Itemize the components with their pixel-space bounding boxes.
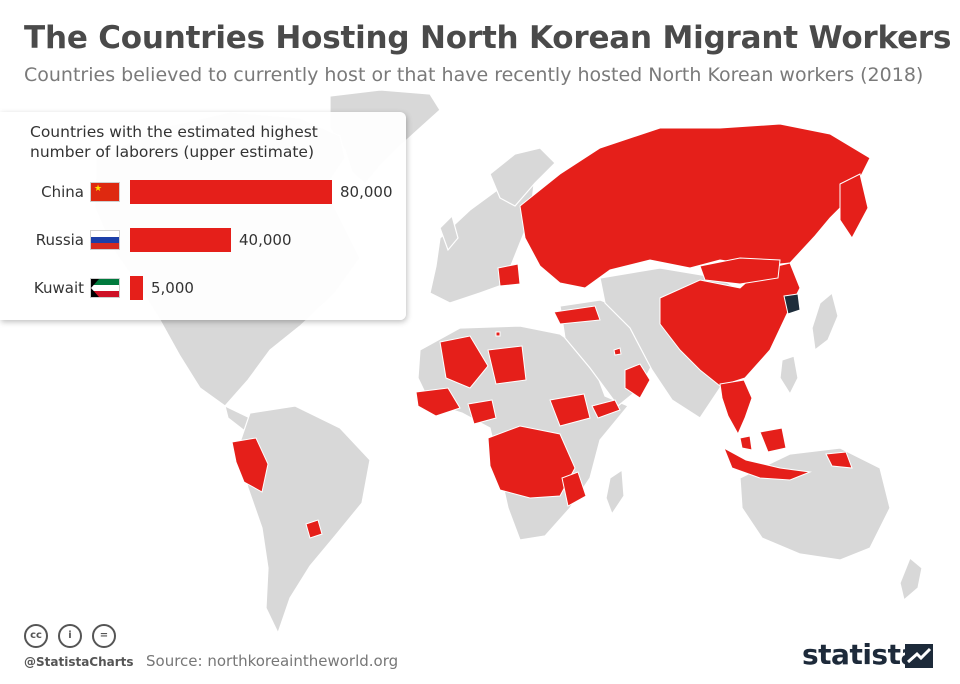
map-country-malaysia — [739, 435, 753, 451]
china-flag-icon: ★ — [90, 182, 120, 202]
cc-icon: cc — [24, 624, 48, 648]
map-country-uruguay — [305, 519, 323, 539]
map-country-algeria — [439, 335, 489, 389]
map-country-china — [659, 262, 801, 387]
map-country-mozambique — [561, 471, 587, 507]
map-country-russia — [519, 123, 871, 289]
bar-value-label: 40,000 — [239, 231, 292, 249]
map-country-kuwait — [613, 347, 622, 356]
bar-chart-panel: Countries with the estimated highest num… — [0, 112, 406, 320]
map-country-mongolia — [699, 257, 781, 285]
map-land-japan — [811, 291, 839, 352]
bar-chart-title: Countries with the estimated highest num… — [30, 123, 318, 161]
statista-logo: statista — [802, 638, 919, 671]
bar — [130, 228, 231, 252]
bar — [130, 180, 332, 204]
map-country-peru — [231, 437, 269, 493]
kuwait-flag-icon — [90, 278, 120, 298]
map-country-papua-new-guinea — [825, 451, 853, 469]
russia-flag-icon — [90, 230, 120, 250]
map-country-mainland-se-asia — [719, 379, 753, 436]
map-country-indonesia — [723, 446, 812, 481]
map-country-west-africa — [415, 387, 461, 417]
chart-title: The Countries Hosting North Korean Migra… — [24, 20, 952, 56]
map-country-north-korea — [783, 293, 801, 315]
bar-label: Russia — [35, 231, 84, 249]
map-land-new-zealand — [899, 557, 923, 602]
map-land-scandinavia — [489, 147, 556, 207]
social-handle: @StatistaCharts — [24, 655, 134, 669]
bar — [130, 276, 143, 300]
map-land-uk — [439, 214, 459, 252]
bar-value-label: 5,000 — [151, 279, 194, 297]
source-note: Source: northkoreaintheworld.org — [146, 652, 399, 670]
bar-row: Russia 40,000 — [0, 228, 406, 254]
map-country-central-africa — [487, 425, 576, 499]
chart-subtitle: Countries believed to currently host or … — [24, 64, 924, 86]
map-country-yemen — [591, 399, 621, 419]
map-country-nigeria — [467, 399, 497, 425]
statista-logo-icon — [905, 644, 933, 668]
map-country-libya — [487, 345, 527, 385]
map-country-arabia-gulf — [624, 363, 651, 399]
bar-label: Kuwait — [33, 279, 84, 297]
map-country-turkey — [553, 305, 601, 325]
map-country-ethiopia — [549, 393, 591, 427]
map-land-south-america — [237, 405, 371, 635]
bar-row: China ★ 80,000 — [0, 180, 406, 206]
map-land-madagascar — [605, 468, 625, 516]
bar-value-label: 80,000 — [340, 183, 393, 201]
map-land-philippines — [779, 355, 799, 396]
nd-icon: = — [92, 624, 116, 648]
map-country-russia-far-east — [839, 173, 869, 239]
by-icon: i — [58, 624, 82, 648]
map-country-borneo — [759, 427, 787, 453]
bar-row: Kuwait 5,000 — [0, 276, 406, 302]
map-country-poland — [497, 263, 521, 287]
bar-label: China — [41, 183, 84, 201]
map-country-malta — [495, 331, 501, 337]
